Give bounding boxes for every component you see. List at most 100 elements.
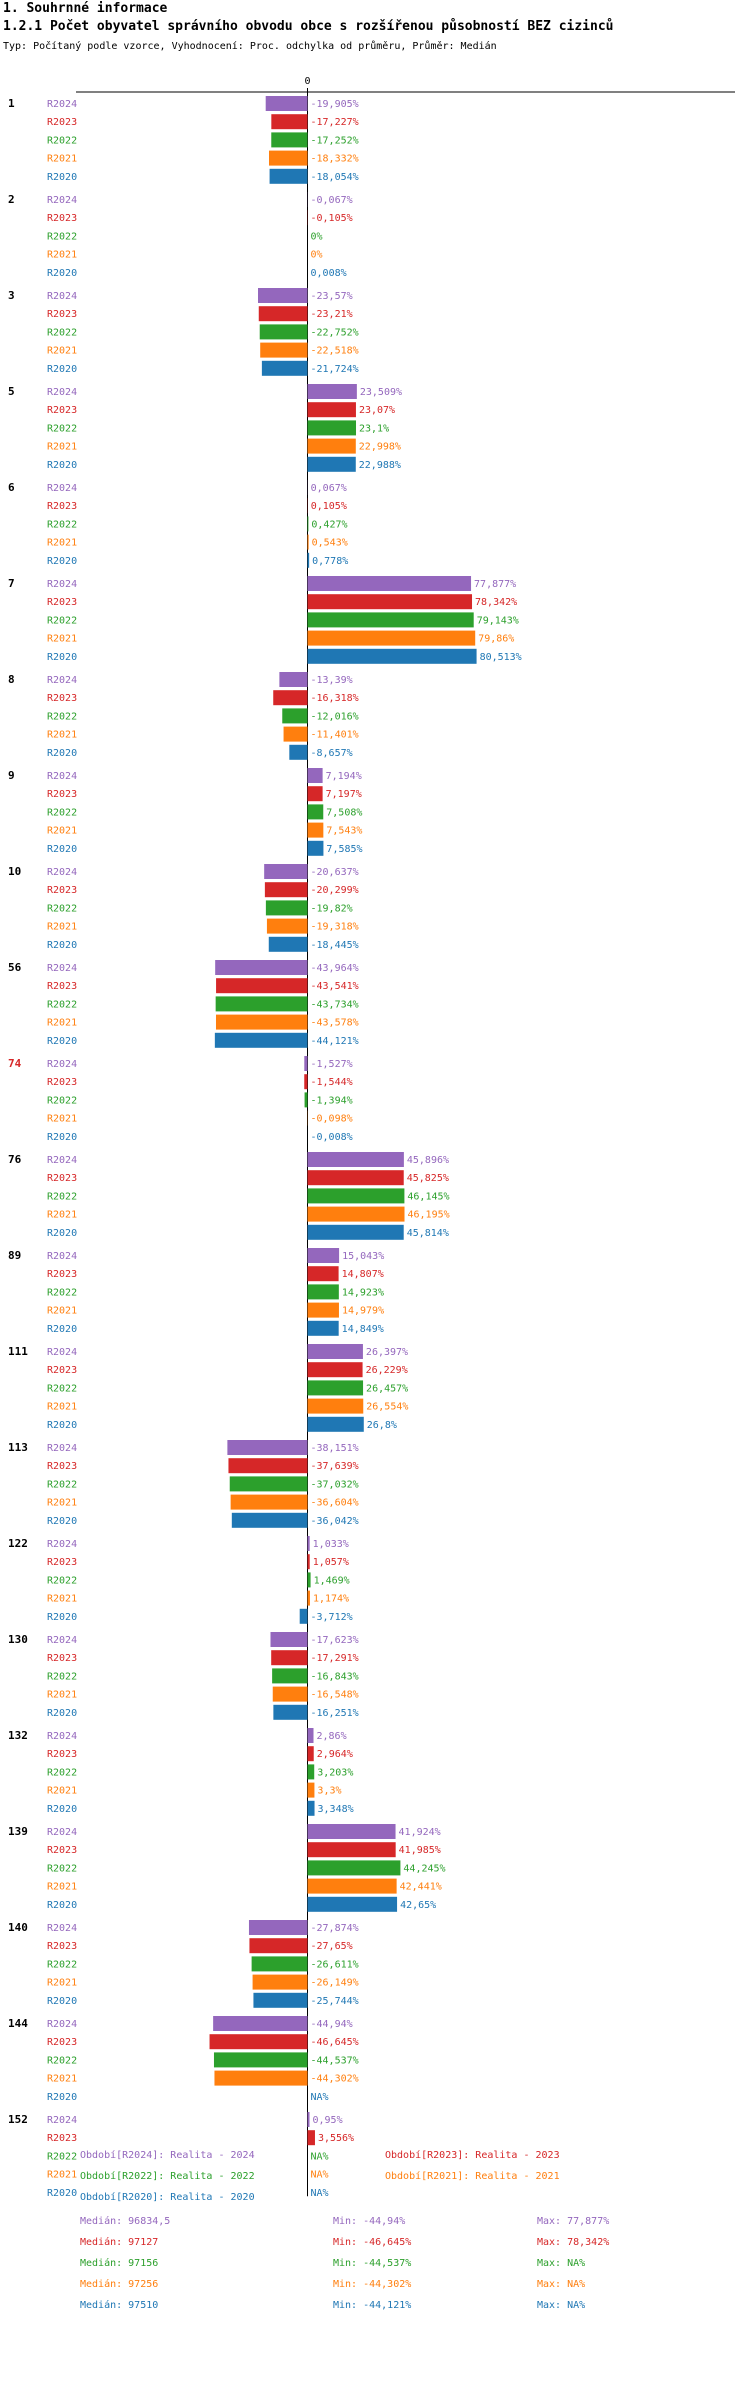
data-label: -1,394% <box>311 1095 353 1106</box>
bar <box>307 1746 314 1762</box>
series-label: R2024 <box>47 291 77 302</box>
bar <box>231 1512 308 1528</box>
series-label: R2020 <box>47 1708 77 1719</box>
data-label: 0,543% <box>312 538 348 549</box>
legend-min: Min: -44,94% <box>333 2216 406 2227</box>
series-label: R2020 <box>47 1612 77 1623</box>
group-label: 113 <box>8 1441 28 1454</box>
bar <box>213 2052 308 2068</box>
series-label: R2021 <box>47 1402 77 1413</box>
series-label: R2020 <box>47 1324 77 1335</box>
series-label: R2021 <box>47 2074 77 2085</box>
bar <box>307 630 476 646</box>
data-label: -22,752% <box>311 327 359 338</box>
bar <box>272 1686 308 1702</box>
series-label: R2024 <box>47 675 77 686</box>
bar <box>266 918 308 934</box>
bar <box>259 324 308 340</box>
series-label: R2020 <box>47 268 77 279</box>
series-label: R2022 <box>47 615 77 626</box>
data-label: 2,964% <box>317 1749 353 1760</box>
bar <box>307 804 324 820</box>
bar <box>307 1152 404 1167</box>
series-label: R2022 <box>47 1191 77 1202</box>
data-label: -17,252% <box>311 135 359 146</box>
series-label: R2024 <box>47 1827 77 1838</box>
series-label: R2024 <box>47 2115 77 2126</box>
series-label: R2023 <box>47 1461 77 1472</box>
data-label: 7,543% <box>326 826 362 837</box>
legend-median: Medián: 97127 <box>80 2237 159 2248</box>
bar <box>307 1302 339 1318</box>
bar <box>258 288 308 303</box>
data-label: 46,195% <box>408 1210 450 1221</box>
data-label: -23,21% <box>311 309 353 320</box>
bar <box>307 1860 401 1876</box>
series-label: R2023 <box>47 789 77 800</box>
series-label: R2023 <box>47 2037 77 2048</box>
data-label: 41,924% <box>399 1827 441 1838</box>
bar <box>249 1938 308 1954</box>
series-label: R2024 <box>47 1155 77 1166</box>
bar <box>253 1992 308 2008</box>
series-label: R2022 <box>47 1287 77 1298</box>
legend-period: Období[R2024]: Realita - 2024 <box>80 2150 255 2161</box>
data-label: 3,3% <box>317 1786 341 1797</box>
bar <box>307 1320 339 1336</box>
bar <box>307 516 309 532</box>
group-label: 76 <box>8 1153 22 1166</box>
bar <box>307 456 356 472</box>
group-label: 132 <box>8 1729 28 1742</box>
legend-period: Období[R2023]: Realita - 2023 <box>385 2150 560 2161</box>
bar <box>230 1494 308 1510</box>
data-label: 79,143% <box>477 615 519 626</box>
data-label: 41,985% <box>399 1845 441 1856</box>
bar <box>307 1248 340 1263</box>
bar <box>307 1170 404 1186</box>
series-label: R2022 <box>47 135 77 146</box>
series-label: R2021 <box>47 1786 77 1797</box>
series-label: R2024 <box>47 2019 77 2030</box>
bar <box>271 1650 308 1666</box>
series-label: R2023 <box>47 597 77 608</box>
legend-max: Max: NA% <box>537 2300 586 2311</box>
data-label: 0,778% <box>312 556 348 567</box>
series-label: R2024 <box>47 1539 77 1550</box>
data-label: 44,245% <box>403 1863 445 1874</box>
legend-max: Max: NA% <box>537 2258 586 2269</box>
data-label: -37,032% <box>311 1479 359 1490</box>
bar <box>307 2130 315 2146</box>
series-label: R2020 <box>47 460 77 471</box>
series-label: R2023 <box>47 1077 77 1088</box>
bar <box>307 768 323 783</box>
bar <box>282 708 308 724</box>
series-label: R2021 <box>47 634 77 645</box>
series-label: R2021 <box>47 154 77 165</box>
bar <box>307 1728 314 1743</box>
data-label: 14,979% <box>342 1306 384 1317</box>
data-label: 45,896% <box>407 1155 449 1166</box>
data-label: -43,734% <box>311 999 359 1010</box>
bar <box>258 306 308 322</box>
group-label: 2 <box>8 193 15 206</box>
legend-min: Min: -44,121% <box>333 2300 412 2311</box>
data-label: 14,849% <box>342 1324 384 1335</box>
data-label: -43,964% <box>311 963 359 974</box>
bar <box>307 552 310 568</box>
data-label: -18,445% <box>311 940 359 951</box>
series-label: R2024 <box>47 579 77 590</box>
bar <box>271 114 308 130</box>
data-label: 3,348% <box>318 1804 354 1815</box>
data-label: -16,318% <box>311 693 359 704</box>
series-label: R2024 <box>47 99 77 110</box>
bar <box>307 1878 397 1894</box>
data-label: -16,843% <box>311 1671 359 1682</box>
series-label: R2021 <box>47 2170 77 2181</box>
bar <box>307 1416 364 1432</box>
data-label: NA% <box>311 2151 329 2162</box>
bar <box>307 1224 404 1240</box>
data-label: 45,814% <box>407 1228 449 1239</box>
series-label: R2024 <box>47 1731 77 1742</box>
bar <box>307 1782 315 1798</box>
